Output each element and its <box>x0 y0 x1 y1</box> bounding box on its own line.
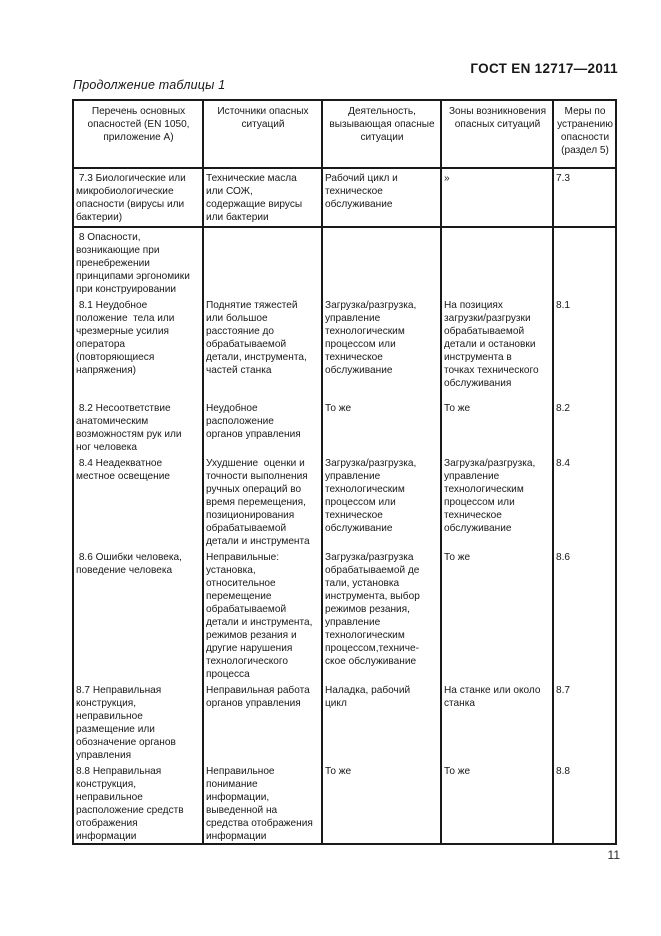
cell-measure: 7.3 <box>552 168 617 228</box>
cell-zone: То же <box>440 399 554 454</box>
cell-zone <box>440 227 554 296</box>
column-header-hazards: Перечень основных опасностей (EN 1050, п… <box>72 100 204 169</box>
column-header-measures: Меры по устранению опасности (раздел 5) <box>552 100 617 169</box>
table-caption: Продолжение таблицы 1 <box>73 78 226 92</box>
cell-measure <box>552 227 617 296</box>
table-row: 8.4 Неадекватное местное освещение Ухудш… <box>72 454 617 548</box>
hazard-table: Перечень основных опасностей (EN 1050, п… <box>72 99 617 845</box>
table-header-row: Перечень основных опасностей (EN 1050, п… <box>72 100 617 169</box>
cell-measure: 8.1 <box>552 296 617 399</box>
table-row: 8 Опасности, возникающие при пренебрежен… <box>72 227 617 296</box>
table-row: 8.7 Неправильная конструкция, неправильн… <box>72 681 617 762</box>
cell-activity: Загрузка/разгрузка обрабатываемой де тал… <box>321 548 442 681</box>
table-row: 8.6 Ошибки человека, поведение человека … <box>72 548 617 681</box>
cell-source: Неудобное расположение органов управлени… <box>202 399 323 454</box>
cell-zone: Загрузка/разгрузка, управление технологи… <box>440 454 554 548</box>
table-row: 8.8 Неправильная конструкция, неправильн… <box>72 762 617 844</box>
cell-hazard: 8.7 Неправильная конструкция, неправильн… <box>72 681 204 762</box>
cell-hazard: 8.8 Неправильная конструкция, неправильн… <box>72 762 204 844</box>
table-row: 8.2 Несоответствие анатомическим возможн… <box>72 399 617 454</box>
cell-source: Ухудшение оценки и точности выполнения р… <box>202 454 323 548</box>
cell-measure: 8.4 <box>552 454 617 548</box>
table-row: 7.3 Биологические или микробиологические… <box>72 168 617 228</box>
cell-source: Поднятие тяжестей или большое расстояние… <box>202 296 323 399</box>
cell-hazard: 8 Опасности, возникающие при пренебрежен… <box>72 227 204 296</box>
cell-measure: 8.6 <box>552 548 617 681</box>
cell-hazard: 8.6 Ошибки человека, поведение человека <box>72 548 204 681</box>
cell-source: Технические масла или СОЖ, содержащие ви… <box>202 168 323 228</box>
column-header-zones: Зоны возникновения опасных ситуаций <box>440 100 554 169</box>
cell-zone: » <box>440 168 554 228</box>
column-header-activity: Деятельность, вызывающая опасные ситуаци… <box>321 100 442 169</box>
table-row: 8.1 Неудобное положение тела или чрезмер… <box>72 296 617 399</box>
cell-measure: 8.2 <box>552 399 617 454</box>
cell-zone: То же <box>440 762 554 844</box>
cell-source <box>202 227 323 296</box>
cell-hazard: 8.2 Несоответствие анатомическим возможн… <box>72 399 204 454</box>
cell-zone: На станке или около станка <box>440 681 554 762</box>
cell-hazard: 8.4 Неадекватное местное освещение <box>72 454 204 548</box>
cell-activity: Загрузка/разгрузка, управление технологи… <box>321 296 442 399</box>
cell-activity <box>321 227 442 296</box>
cell-source: Неправильное понимание информации, вывед… <box>202 762 323 844</box>
cell-measure: 8.7 <box>552 681 617 762</box>
cell-hazard: 7.3 Биологические или микробиологические… <box>72 168 204 228</box>
cell-zone: То же <box>440 548 554 681</box>
cell-activity: Рабочий цикл и техническое обслуживание <box>321 168 442 228</box>
cell-source: Неправильные: установка, относительное п… <box>202 548 323 681</box>
cell-activity: Загрузка/разгрузка, управление технологи… <box>321 454 442 548</box>
cell-source: Неправильная работа органов управления <box>202 681 323 762</box>
cell-activity: То же <box>321 399 442 454</box>
cell-measure: 8.8 <box>552 762 617 844</box>
doc-reference: ГОСТ EN 12717—2011 <box>470 61 618 76</box>
cell-activity: Наладка, рабочий цикл <box>321 681 442 762</box>
column-header-sources: Источники опасных ситуаций <box>202 100 323 169</box>
cell-hazard: 8.1 Неудобное положение тела или чрезмер… <box>72 296 204 399</box>
page-number: 11 <box>607 848 620 862</box>
cell-zone: На позициях загрузки/разгрузки обрабатыв… <box>440 296 554 399</box>
cell-activity: То же <box>321 762 442 844</box>
